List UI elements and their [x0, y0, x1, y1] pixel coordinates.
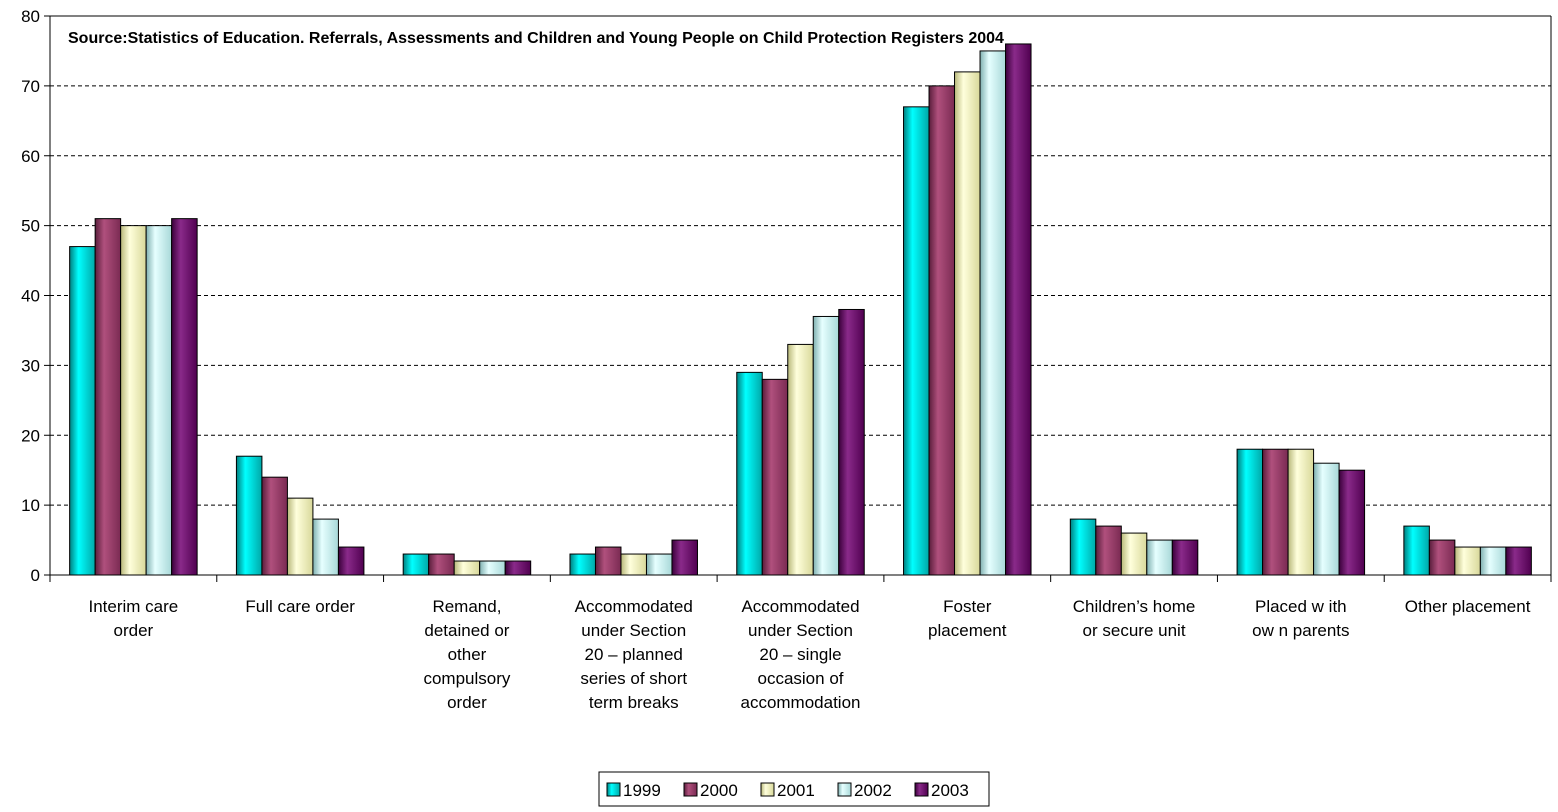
bar-2000-cat-6: [1095, 525, 1122, 576]
x-category-label: Remand, detained or other compulsory order: [423, 597, 510, 712]
bar-2003-cat-3: [671, 539, 698, 576]
bar-1999-cat-1: [235, 455, 263, 576]
legend-label-1999: 1999: [623, 781, 661, 800]
bar-2001-cat-0: [120, 225, 147, 576]
legend-swatch-2001: [760, 782, 775, 797]
x-category-label: Accommodated under Section 20 – single occa…: [740, 597, 860, 712]
bar-2003-cat-8: [1505, 546, 1532, 576]
bar-2000-cat-4: [761, 378, 789, 576]
bar-2000-cat-1: [261, 476, 288, 576]
bar-2001-cat-4: [787, 343, 814, 576]
bar-2002-cat-8: [1479, 546, 1507, 576]
y-tick-label: 20: [21, 426, 40, 445]
legend: 1999 2000 2001 2002 2003: [598, 771, 990, 807]
bar-2000-cat-7: [1262, 448, 1289, 576]
bar-1999-cat-0: [69, 246, 96, 576]
bar-2002-cat-7: [1313, 462, 1340, 576]
bar-1999-cat-4: [736, 371, 763, 576]
x-category-label: Placed w ith ow n parents: [1252, 597, 1349, 640]
legend-swatch-2000: [683, 782, 698, 797]
bar-2003-cat-2: [504, 560, 532, 576]
bar-2001-cat-2: [453, 560, 481, 576]
bars: [69, 43, 1532, 576]
bar-2002-cat-3: [645, 553, 673, 576]
x-category-label: Accommodated under Section 20 – planned ser…: [575, 597, 693, 712]
y-tick-label: 0: [31, 566, 40, 585]
y-tick-label: 80: [21, 7, 40, 26]
bar-2002-cat-5: [979, 50, 1007, 576]
bar-2003-cat-5: [1005, 43, 1032, 576]
legend-box: [598, 771, 990, 807]
bar-2000-cat-8: [1428, 539, 1456, 576]
legend-label-2001: 2001: [777, 781, 815, 800]
bar-2002-cat-6: [1146, 539, 1173, 576]
bar-2003-cat-7: [1338, 469, 1366, 576]
bar-2003-cat-4: [838, 308, 865, 576]
bar-1999-cat-3: [569, 553, 596, 576]
bar-2001-cat-1: [286, 497, 314, 576]
y-tick-label: 10: [21, 496, 40, 515]
y-tick-label: 40: [21, 287, 40, 306]
bar-2001-cat-6: [1120, 532, 1148, 576]
y-tick-label: 60: [21, 147, 40, 166]
x-category-label: Interim care order: [89, 597, 179, 640]
bar-2002-cat-1: [312, 518, 339, 576]
bar-1999-cat-8: [1403, 525, 1430, 576]
y-tick-label: 50: [21, 217, 40, 236]
bar-2000-cat-3: [594, 546, 622, 576]
bar-2001-cat-3: [620, 553, 647, 576]
bar-2003-cat-0: [171, 218, 198, 576]
axes: 0 10 20 30 40 50 60 70 80 Interim care order Full c…: [21, 7, 1552, 712]
bar-1999-cat-7: [1236, 448, 1264, 576]
y-tick-label: 30: [21, 356, 40, 375]
legend-swatch-2002: [837, 782, 852, 797]
chart-title: Source:Statistics of Education. Referral…: [68, 30, 1004, 47]
bar-1999-cat-6: [1069, 518, 1097, 576]
legend-swatch-2003: [914, 782, 929, 797]
legend-swatch-1999: [606, 782, 621, 797]
bar-2002-cat-2: [479, 560, 506, 576]
bar-2003-cat-1: [337, 546, 365, 576]
bar-1999-cat-2: [402, 553, 430, 576]
legend-label-2002: 2002: [854, 781, 892, 800]
bar-2000-cat-5: [928, 85, 956, 576]
bar-2001-cat-8: [1454, 546, 1481, 576]
bar-1999-cat-5: [903, 106, 930, 576]
legend-label-2000: 2000: [700, 781, 738, 800]
x-category-label: Children’s home or secure unit: [1073, 597, 1196, 640]
x-category-label: Foster placement: [928, 597, 1007, 640]
bar-2000-cat-2: [428, 553, 455, 576]
x-category-label: Full care order: [245, 597, 355, 616]
x-category-label: Other placement: [1405, 597, 1531, 616]
y-tick-label: 70: [21, 77, 40, 96]
bar-2000-cat-0: [94, 218, 122, 576]
bar-2002-cat-4: [812, 315, 840, 576]
bar-2003-cat-6: [1171, 539, 1199, 576]
bar-2002-cat-0: [145, 225, 173, 576]
legend-label-2003: 2003: [931, 781, 969, 800]
bar-2001-cat-5: [954, 71, 981, 576]
bar-2001-cat-7: [1287, 448, 1315, 576]
